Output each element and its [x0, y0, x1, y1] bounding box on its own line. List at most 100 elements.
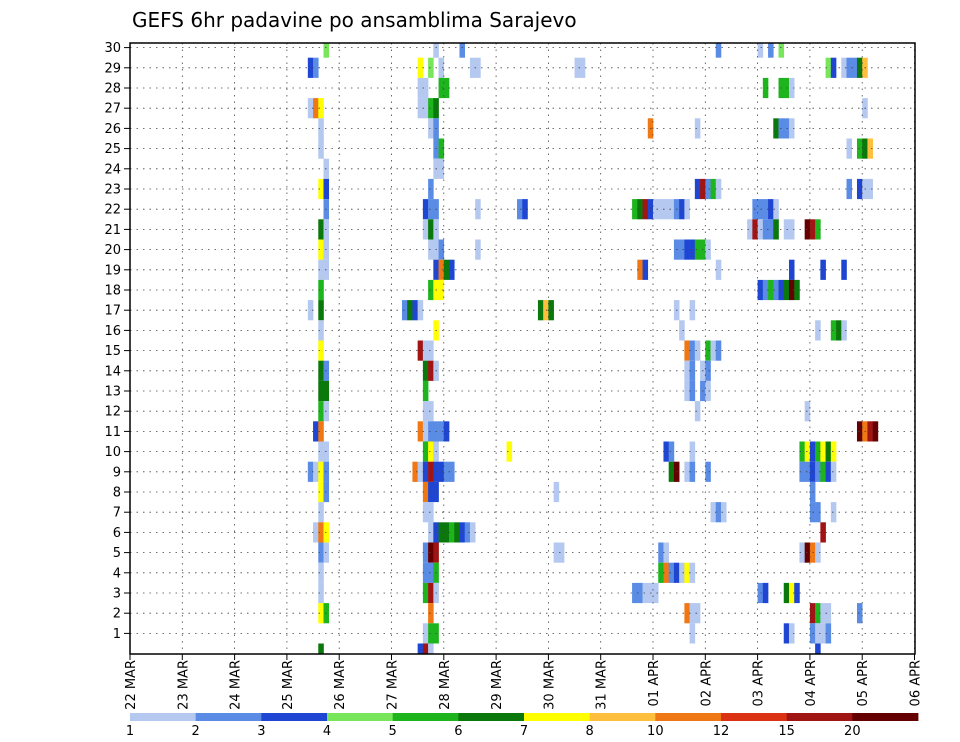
colorbar-label: 12	[713, 724, 730, 739]
heatmap-cell	[815, 603, 821, 624]
heatmap-cell	[318, 542, 324, 563]
heatmap-cell	[422, 77, 429, 99]
grid-lines	[129, 43, 915, 654]
heatmap-cell	[417, 300, 424, 321]
heatmap-cell	[428, 582, 434, 604]
y-tick-label: 1	[113, 627, 121, 642]
heatmap-cell	[778, 43, 785, 58]
heatmap-cell	[307, 461, 314, 482]
heatmap-cell	[820, 461, 826, 482]
heatmap-cell	[318, 421, 324, 442]
x-axis: 22 MAR 23 MAR 24 MAR 25 MAR 26 MAR 27 MAR 28 M…	[124, 654, 924, 710]
colorbar-label: 5	[389, 724, 397, 739]
heatmap-cell	[412, 461, 418, 482]
heatmap-cell	[788, 219, 795, 240]
heatmap-cell	[417, 461, 424, 482]
heatmap-cell	[867, 138, 873, 159]
heatmap-cell	[668, 562, 675, 583]
heatmap-cell	[705, 239, 711, 260]
heatmap-cell	[715, 43, 722, 58]
heatmap-cell	[715, 259, 722, 280]
heatmap-cell	[318, 643, 324, 654]
heatmap-cell	[788, 279, 795, 301]
y-tick-label: 29	[104, 61, 121, 76]
y-tick-label: 11	[104, 425, 121, 440]
heatmap-cell	[318, 481, 324, 503]
heatmap-cell	[443, 461, 450, 482]
y-tick-label: 18	[104, 284, 121, 299]
heatmap-cell	[313, 522, 319, 543]
heatmap-cell	[543, 300, 549, 321]
heatmap-cell	[715, 502, 722, 523]
heatmap-cell	[318, 320, 324, 341]
heatmap-cell	[762, 219, 769, 240]
y-tick-label: 9	[113, 465, 121, 480]
heatmap-cell	[820, 623, 826, 644]
y-tick-label: 10	[104, 445, 121, 460]
colorbar-segment	[195, 713, 262, 721]
heatmap-cell	[799, 542, 805, 563]
heatmap-cell	[815, 320, 821, 341]
heatmap-cell	[694, 340, 701, 361]
heatmap-cell	[307, 98, 314, 119]
heatmap-cell	[684, 603, 690, 624]
y-tick-label: 26	[104, 122, 121, 137]
colorbar-label: 1	[126, 724, 134, 739]
heatmap-cell	[788, 582, 795, 604]
heatmap-cell	[757, 199, 764, 220]
heatmap-cell	[318, 138, 324, 159]
heatmap-cell	[428, 199, 434, 220]
heatmap-cell	[788, 259, 795, 280]
heatmap-cell	[318, 441, 324, 462]
heatmap-cell	[558, 542, 565, 563]
heatmap-cell	[830, 57, 837, 78]
heatmap-cell	[815, 219, 821, 240]
heatmap-cell	[318, 401, 324, 422]
heatmap-cell	[815, 623, 821, 644]
heatmap-cell	[710, 340, 717, 361]
colorbar-segment	[130, 713, 197, 721]
y-tick-label: 8	[113, 486, 121, 501]
heatmap-cell	[438, 138, 445, 159]
plot-frame	[129, 42, 916, 655]
heatmap-cell	[428, 57, 434, 78]
heatmap-cell	[443, 259, 450, 280]
heatmap-cell	[684, 199, 690, 220]
x-tick-label: 24 MAR	[229, 660, 244, 710]
heatmap-cell	[517, 199, 523, 220]
heatmap-cell	[856, 138, 863, 159]
x-tick-label: 22 MAR	[124, 660, 139, 710]
heatmap-cell	[762, 582, 769, 604]
heatmap-cell	[428, 178, 434, 200]
y-tick-label: 30	[104, 41, 121, 56]
heatmap-cell	[449, 259, 455, 280]
heatmap-cell	[464, 522, 471, 543]
heatmap-cell	[689, 360, 696, 381]
heatmap-cell	[428, 603, 434, 624]
heatmap-cell	[422, 98, 429, 119]
colorbar-label: 10	[647, 724, 664, 739]
heatmap-cell	[720, 502, 727, 523]
heatmap-cell	[417, 340, 424, 361]
colorbar-label: 3	[257, 724, 265, 739]
colorbar-segment	[524, 713, 591, 721]
y-tick-label: 13	[104, 385, 121, 400]
heatmap-cell	[428, 562, 434, 583]
heatmap-cell	[318, 340, 324, 361]
heatmap-cell	[313, 421, 319, 442]
heatmap-cell	[428, 502, 434, 523]
heatmap-cell	[830, 461, 837, 482]
heatmap-cell	[684, 360, 690, 381]
heatmap-cell	[684, 562, 690, 583]
heatmap-cell	[637, 199, 643, 220]
heatmap-cell	[694, 178, 701, 200]
colorbar-segment	[589, 713, 656, 721]
heatmap-cell	[318, 603, 324, 624]
heatmap-cell	[642, 582, 649, 604]
heatmap-cell	[428, 522, 434, 543]
heatmap-cell	[422, 562, 429, 583]
heatmap-cell	[679, 199, 685, 220]
heatmap-cell	[318, 178, 324, 200]
heatmap-cell	[438, 461, 445, 482]
heatmap-cell	[694, 239, 701, 260]
